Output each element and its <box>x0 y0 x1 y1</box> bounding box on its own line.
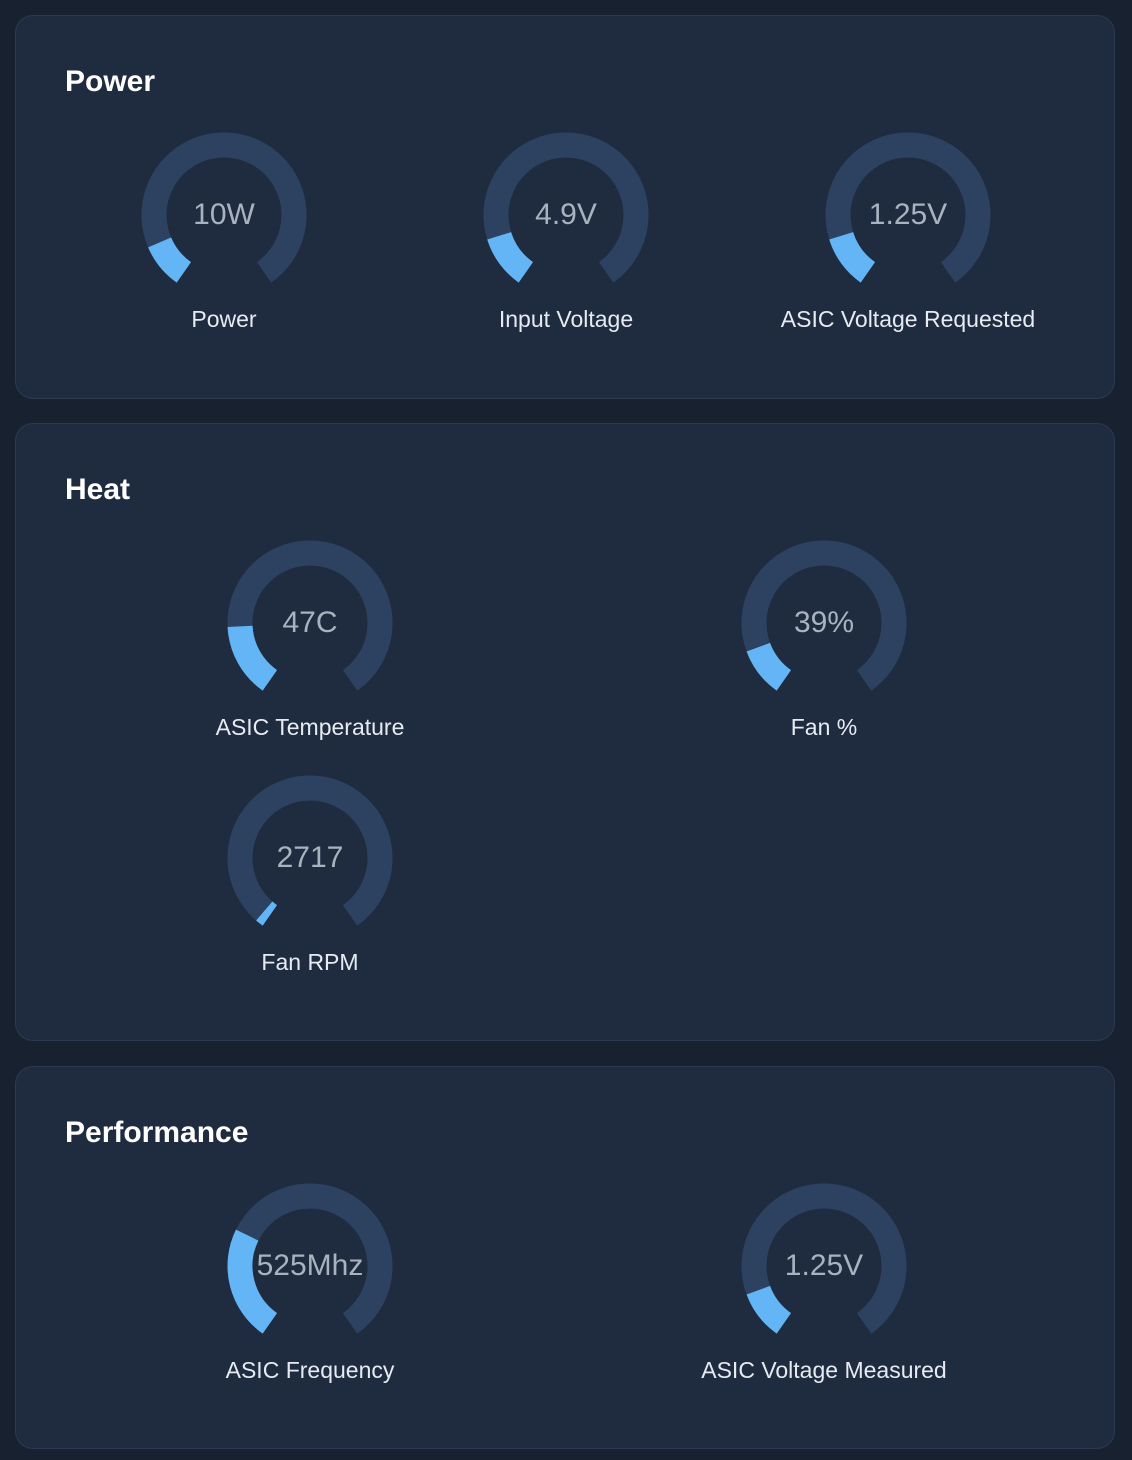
asic-voltage-measured-gauge: 1.25V ASIC Voltage Measured <box>674 1182 974 1402</box>
asic-frequency-gauge-fill <box>227 1229 278 1334</box>
performance-title: Performance <box>65 1116 249 1149</box>
power-gauge-label: Power <box>191 306 257 332</box>
asic-voltage-measured-gauge-fill <box>746 1285 792 1334</box>
asic-temperature-gauge-ring <box>227 540 393 691</box>
fan-rpm-gauge-value: 2717 <box>276 841 344 874</box>
asic-temperature-gauge: 47C ASIC Temperature <box>160 539 460 759</box>
input-voltage-gauge-ring <box>483 132 649 283</box>
asic-voltage-requested-gauge-value: 1.25V <box>868 198 948 231</box>
asic-voltage-measured-gauge-ring <box>741 1183 907 1334</box>
asic-voltage-requested-gauge: 1.25V ASIC Voltage Requested <box>758 131 1058 351</box>
power-gauge-ring <box>141 132 307 283</box>
power-gauge-fill <box>148 237 192 283</box>
power-gauge-track <box>141 132 307 283</box>
asic-temperature-gauge-fill <box>227 625 278 691</box>
asic-frequency-gauge: 525Mhz ASIC Frequency <box>160 1182 460 1402</box>
fan-percent-gauge: 39% Fan % <box>674 539 974 759</box>
fan-rpm-gauge-fill <box>256 901 278 926</box>
input-voltage-gauge-track <box>483 132 649 283</box>
asic-temperature-gauge-label: ASIC Temperature <box>215 714 405 740</box>
asic-voltage-requested-gauge-ring <box>825 132 991 283</box>
input-voltage-gauge-fill <box>487 231 534 283</box>
input-voltage-gauge-value: 4.9V <box>535 198 597 231</box>
fan-percent-gauge-label: Fan % <box>790 714 858 740</box>
asic-frequency-gauge-ring <box>227 1183 393 1334</box>
power-title: Power <box>65 65 156 98</box>
fan-percent-gauge-ring <box>741 540 907 691</box>
input-voltage-gauge: 4.9V Input Voltage <box>416 131 716 351</box>
asic-voltage-measured-gauge-value: 1.25V <box>784 1249 864 1282</box>
asic-voltage-requested-gauge-fill <box>829 231 876 283</box>
asic-frequency-gauge-value: 525Mhz <box>256 1249 364 1282</box>
asic-temperature-gauge-value: 47C <box>282 606 338 639</box>
fan-percent-gauge-fill <box>746 642 792 691</box>
power-card: Power 10W Power 4.9V Input Voltage 1.25V… <box>15 15 1115 399</box>
asic-voltage-measured-gauge-track <box>741 1183 907 1334</box>
asic-voltage-requested-gauge-label: ASIC Voltage Requested <box>780 306 1036 332</box>
performance-card: Performance 525Mhz ASIC Frequency 1.25V … <box>15 1066 1115 1449</box>
asic-frequency-gauge-label: ASIC Frequency <box>225 1357 395 1383</box>
fan-rpm-gauge-track <box>227 775 393 926</box>
fan-rpm-gauge-label: Fan RPM <box>261 949 359 975</box>
fan-rpm-gauge: 2717 Fan RPM <box>160 774 460 994</box>
heat-card: Heat 47C ASIC Temperature 39% Fan % 2717… <box>15 423 1115 1041</box>
fan-percent-gauge-track <box>741 540 907 691</box>
heat-title: Heat <box>65 473 131 506</box>
asic-voltage-measured-gauge-label: ASIC Voltage Measured <box>701 1357 947 1383</box>
power-gauge-value: 10W <box>193 198 255 231</box>
power-gauge: 10W Power <box>74 131 374 351</box>
input-voltage-gauge-label: Input Voltage <box>498 306 634 332</box>
fan-rpm-gauge-ring <box>227 775 393 926</box>
asic-voltage-requested-gauge-track <box>825 132 991 283</box>
fan-percent-gauge-value: 39% <box>793 606 855 639</box>
